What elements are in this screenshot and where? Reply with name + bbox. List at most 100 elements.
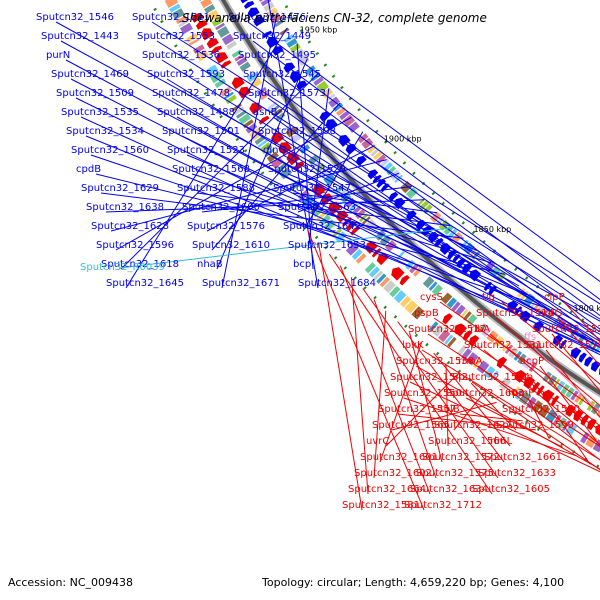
reverse-cog-block: [477, 323, 487, 333]
outer-cog-block: [235, 109, 247, 119]
reverse-gene-label: Sputcn32_1557: [378, 404, 456, 415]
forward-gene-label: Sputcn32_1653: [288, 240, 366, 251]
forward-gene-label: Sputcn32_1588: [177, 183, 255, 194]
reverse-gene-label: Sputcn32_1605: [472, 484, 550, 495]
outer-cog-block: [545, 409, 558, 423]
outer-cog-block: [552, 414, 562, 426]
forward-gene-label: Sputcn32_1509: [56, 88, 134, 99]
kbp-scale: 1650 kbp1700 kbp1750 kbp1800 kbp1850 kbp…: [300, 25, 600, 313]
outer-cog-block: [561, 420, 571, 432]
gene-labels: Sputcn32_1546 Sputcn32_1511 Sputcn32_1476S…: [36, 12, 600, 511]
reverse-cog-block: [231, 49, 243, 58]
leader-line: [95, 173, 506, 275]
reverse-cog-block: [555, 380, 566, 392]
kbp-tick-label: 1850 kbp: [474, 225, 512, 234]
reverse-gene-arrow: [550, 395, 560, 406]
reverse-gene-label: rpmF: [508, 388, 534, 399]
forward-cog-block: [325, 93, 336, 102]
outer-cog-block: [472, 357, 483, 369]
forward-cog-block: [361, 137, 374, 150]
forward-cog-block: [266, 7, 278, 17]
forward-gene-arrow: [578, 352, 587, 363]
outer-cog-block: [355, 253, 367, 264]
leader-line: [267, 97, 600, 340]
forward-cog-block: [590, 341, 599, 352]
reverse-cog-block: [404, 259, 416, 270]
genome-summary-text: Topology: circular; Length: 4,659,220 bp…: [262, 576, 565, 589]
forward-gene-label: Sputcn32_1598: [258, 126, 336, 137]
leader-line: [247, 21, 600, 283]
forward-cog-block: [316, 80, 329, 93]
leader-line: [373, 299, 437, 479]
leader-line: [105, 199, 425, 213]
reverse-cog-block: [462, 311, 472, 321]
outer-cog-block: [383, 280, 396, 294]
forward-cog-block: [339, 110, 350, 121]
forward-gene-label: Sputcn32_1600: [182, 202, 260, 213]
reverse-cog-block: [528, 361, 538, 373]
forward-gene-label: Sputcn32_1596: [96, 240, 174, 251]
outer-cog-block: [219, 86, 232, 97]
outer-cog-block: [175, 15, 188, 25]
reverse-gene-arrow: [195, 20, 208, 30]
reverse-gene-label: Sputcn32_1581: [342, 500, 420, 511]
forward-cog-block: [286, 38, 298, 48]
leader-line: [221, 12, 278, 289]
forward-gene-label: Sputcn32_1529: [268, 164, 346, 175]
leader-line: [287, 173, 478, 251]
reverse-gene-label: Sputcn32_1634: [410, 484, 488, 495]
forward-gene-label: Sputcn32_1638: [86, 202, 164, 213]
reverse-cog-block: [455, 304, 466, 316]
reverse-gene-arrow: [399, 275, 410, 286]
pink-gene-label: ffs: [524, 332, 536, 343]
outer-cog-block: [456, 344, 468, 357]
reverse-cog-block: [269, 105, 280, 114]
reverse-gene-arrow: [238, 86, 252, 99]
reverse-gene-label: Sputcn32_1712: [404, 500, 482, 511]
forward-cog-block: [447, 228, 458, 239]
reverse-cog-block: [207, 9, 220, 22]
reverse-gene-label: Sputcn32_1572: [422, 452, 500, 463]
outer-cog-block: [316, 210, 327, 221]
reverse-cog-block: [333, 185, 344, 195]
leader-line: [471, 381, 600, 471]
leader-line: [539, 365, 600, 447]
forward-cog-block: [541, 307, 551, 318]
reverse-gene-label: Sputcn32_1574: [452, 372, 530, 383]
outer-cog-block: [404, 300, 418, 314]
forward-gene-label: Sputcn32_1628: [91, 221, 169, 232]
forward-gene-label: Sputcn32_1523: [167, 145, 245, 156]
leader-line: [100, 192, 464, 239]
leader-line: [521, 335, 600, 413]
outer-cog-block: [364, 262, 376, 274]
reverse-cog-block: [234, 53, 245, 62]
leader-line: [533, 381, 591, 465]
reverse-cog-block: [272, 108, 283, 118]
forward-gene-arrow: [584, 356, 594, 367]
leader-line: [495, 317, 600, 407]
forward-cog-block: [274, 19, 285, 28]
leader-line: [362, 288, 499, 479]
outer-cog-block: [223, 91, 234, 100]
forward-gene-label: bcp: [293, 259, 311, 270]
leader-line: [252, 40, 600, 301]
forward-cog-block: [422, 204, 433, 215]
rna-gene-label: Sputcn32_R0039: [80, 262, 165, 273]
reverse-gene-label: Sputcn32_1514: [476, 308, 554, 319]
reverse-gene-label: tolB: [440, 404, 460, 415]
forward-cog-block: [379, 158, 390, 168]
reverse-gene-label: Sputcn32_1517: [408, 324, 486, 335]
reverse-cog-block: [466, 313, 478, 326]
reverse-gene-label: rlmL: [490, 436, 513, 447]
leader-line: [297, 172, 400, 213]
outer-cog-block: [275, 162, 288, 174]
forward-cog-block: [370, 147, 380, 157]
kbp-tick-label: 1800 kbp: [573, 304, 600, 313]
leader-line: [257, 59, 600, 317]
forward-cog-block: [536, 303, 548, 315]
forward-gene-arrow: [248, 7, 260, 18]
outer-cog-block: [257, 139, 268, 148]
reverse-gene-arrow: [391, 267, 405, 281]
forward-gene-arrow: [244, 1, 255, 9]
reverse-gene-arrow: [376, 253, 389, 266]
